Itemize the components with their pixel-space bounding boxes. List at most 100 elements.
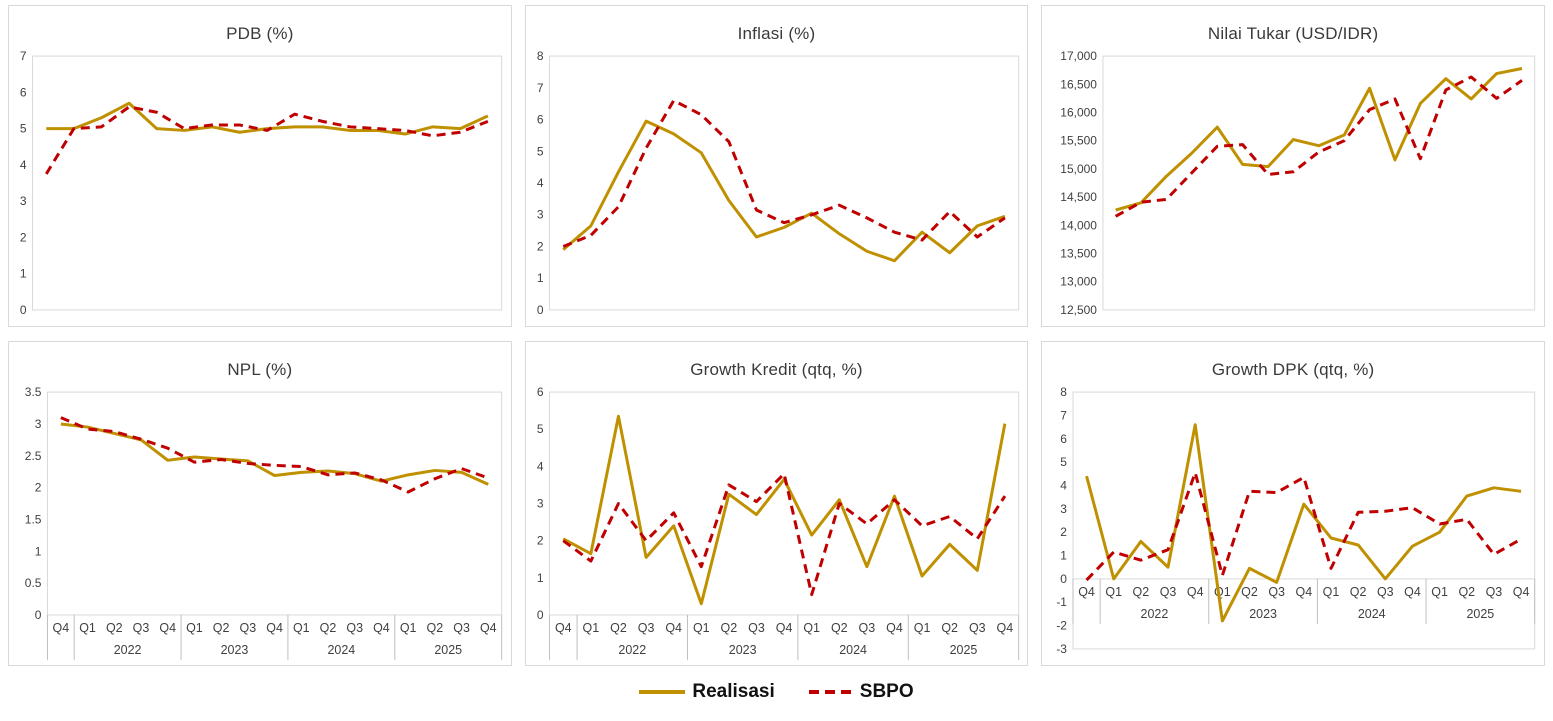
x-quarter-label: Q4 <box>480 621 497 635</box>
x-year-label: 2024 <box>327 643 355 657</box>
x-quarter-label: Q2 <box>610 621 627 635</box>
y-tick-label: -3 <box>1057 642 1068 656</box>
x-quarter-label: Q4 <box>1079 585 1096 599</box>
y-tick-label: 4 <box>536 459 543 473</box>
y-tick-label: 17,000 <box>1061 49 1098 63</box>
y-tick-label: 3 <box>20 194 27 208</box>
y-tick-label: 2.5 <box>25 449 42 463</box>
x-quarter-label: Q1 <box>79 621 96 635</box>
chart-card-growth-dpk: Growth DPK (qtq, %) -3 -2 -1 0 1 2 3 4 5 6 7 8 Q4 Q1 Q… <box>1041 341 1545 666</box>
x-quarter-label: Q1 <box>186 621 203 635</box>
sbpo-line <box>44 105 489 175</box>
realisasi-line <box>562 414 1007 606</box>
sbpo-line <box>1085 471 1523 582</box>
x-quarter-label: Q3 <box>453 621 470 635</box>
x-year-label: 2023 <box>1250 607 1278 621</box>
chart-title-inflasi: Inflasi (%) <box>737 24 816 43</box>
sbpo-line <box>562 472 1006 597</box>
x-year-label: 2024 <box>839 643 867 657</box>
y-tick-label: 13,000 <box>1061 275 1098 289</box>
x-quarter-label: Q3 <box>1160 585 1177 599</box>
y-tick-label: 6 <box>1061 432 1068 446</box>
x-quarter-label: Q2 <box>1242 585 1259 599</box>
sbpo-line <box>1115 75 1524 218</box>
chart-title-npl: NPL (%) <box>227 360 293 379</box>
y-tick-label: 1.5 <box>25 512 42 526</box>
x-quarter-label: Q4 <box>886 621 903 635</box>
x-quarter-label: Q1 <box>803 621 820 635</box>
chart-plot-inflasi: 0 1 2 3 4 5 6 7 8 <box>536 49 1019 317</box>
y-tick-label: 16,500 <box>1061 77 1098 91</box>
x-quarter-label: Q3 <box>1269 585 1286 599</box>
x-quarter-label: Q4 <box>665 621 682 635</box>
x-quarter-label: Q4 <box>555 621 572 635</box>
x-quarter-label: Q4 <box>1296 585 1313 599</box>
x-quarter-label: Q2 <box>106 621 123 635</box>
y-tick-label: 0 <box>20 303 27 317</box>
chart-card-growth-kredit: Growth Kredit (qtq, %) 0 1 2 3 4 5 6 Q4 Q1 Q2 Q3 Q4… <box>524 341 1029 666</box>
x-quarter-label: Q3 <box>748 621 765 635</box>
x-quarter-label: Q1 <box>1106 585 1123 599</box>
plot-border <box>31 55 503 311</box>
plot-border <box>548 55 1019 311</box>
x-quarter-label: Q2 <box>320 621 337 635</box>
x-quarter-label: Q1 <box>1432 585 1449 599</box>
chart-card-pdb: PDB (%) 0 1 2 3 4 5 6 7 <box>8 5 512 327</box>
y-tick-label: 5 <box>536 422 543 436</box>
y-tick-label: 3 <box>536 208 543 222</box>
y-tick-label: 3 <box>1061 502 1068 516</box>
chart-legend: Realisasi SBPO <box>8 666 1545 718</box>
y-tick-label: 1 <box>20 267 27 281</box>
x-quarter-label: Q3 <box>1486 585 1503 599</box>
x-quarter-label: Q4 <box>775 621 792 635</box>
y-tick-label: 8 <box>1061 385 1068 399</box>
y-tick-label: 7 <box>536 81 543 95</box>
y-tick-label: 15,500 <box>1061 134 1098 148</box>
chart-plot-npl: 0 0.5 1 1.5 2 2.5 3 3.5 Q4 Q1 Q2 Q3 Q4 Q1 Q2 Q3 Q4 Q1 Q2 Q3… <box>25 385 503 660</box>
sbpo-line <box>60 416 489 494</box>
x-quarter-label: Q4 <box>53 621 70 635</box>
y-tick-label: 5 <box>20 122 27 136</box>
y-tick-label: 0 <box>1061 572 1068 586</box>
x-quarter-label: Q3 <box>133 621 150 635</box>
x-quarter-label: Q4 <box>159 621 176 635</box>
y-tick-label: -2 <box>1057 619 1068 633</box>
y-tick-label: 0 <box>35 608 42 622</box>
y-tick-label: 15,000 <box>1061 162 1098 176</box>
y-tick-label: 2 <box>536 534 543 548</box>
x-quarter-label: Q4 <box>1404 585 1421 599</box>
plot-border <box>46 391 503 616</box>
chart-plot-growth-kredit: 0 1 2 3 4 5 6 Q4 Q1 Q2 Q3 Q4 Q1 Q2 Q3 Q4 Q1 Q2 Q3 Q4 Q1 Q2 Q3 Q… <box>536 385 1019 660</box>
x-quarter-label: Q4 <box>996 621 1013 635</box>
x-year-label: 2025 <box>434 643 462 657</box>
y-tick-label: 6 <box>536 113 543 127</box>
x-quarter-label: Q3 <box>346 621 363 635</box>
legend-label-sbpo: SBPO <box>859 681 914 702</box>
y-tick-label: 1 <box>1061 549 1068 563</box>
y-tick-label: 6 <box>20 85 27 99</box>
y-tick-label: 7 <box>1061 408 1068 422</box>
x-quarter-label: Q4 <box>373 621 390 635</box>
plot-border <box>1102 55 1536 311</box>
y-tick-label: 0 <box>536 608 543 622</box>
y-tick-label: 1 <box>35 544 42 558</box>
chart-title-nilai-tukar: Nilai Tukar (USD/IDR) <box>1207 24 1379 43</box>
y-tick-label: 7 <box>20 49 27 63</box>
charts-grid: PDB (%) 0 1 2 3 4 5 6 7 Inflasi (%) 0 1 2 3 4 5 6 7 8 N… <box>8 5 1545 666</box>
y-tick-label: -1 <box>1057 595 1068 609</box>
y-tick-label: 0 <box>536 303 543 317</box>
x-quarter-label: Q3 <box>969 621 986 635</box>
y-tick-label: 4 <box>536 176 543 190</box>
y-tick-label: 2 <box>20 230 27 244</box>
plot-border <box>548 391 1019 616</box>
y-tick-label: 2 <box>536 239 543 253</box>
y-tick-label: 2 <box>1061 525 1068 539</box>
x-quarter-label: Q1 <box>913 621 930 635</box>
x-quarter-label: Q2 <box>1133 585 1150 599</box>
legend-item-realisasi: Realisasi <box>639 681 775 703</box>
x-quarter-label: Q2 <box>1350 585 1367 599</box>
y-tick-label: 5 <box>1061 455 1068 469</box>
chart-title-growth-dpk: Growth DPK (qtq, %) <box>1211 360 1375 379</box>
chart-card-inflasi: Inflasi (%) 0 1 2 3 4 5 6 7 8 <box>524 5 1029 327</box>
